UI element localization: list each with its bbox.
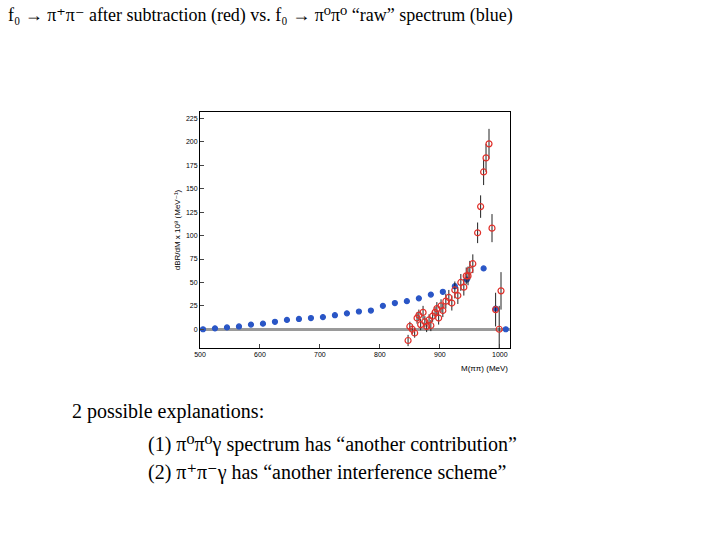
svg-text:500: 500 [194,351,206,358]
svg-text:dBR/dM x 10⁸ (MeV⁻¹): dBR/dM x 10⁸ (MeV⁻¹) [173,189,182,270]
svg-text:175: 175 [186,162,198,169]
svg-text:800: 800 [374,351,386,358]
svg-text:600: 600 [254,351,266,358]
html-text:2 possible explanations:: 2 possible explanations: [72,400,265,422]
svg-text:100: 100 [186,232,198,239]
svg-text:0: 0 [194,326,198,333]
svg-text:900: 900 [434,351,446,358]
html-text:f₀ → π⁺π⁻ after subtraction (r: f₀ → π⁺π⁻ after subtraction (red) vs. f₀… [8,5,513,25]
svg-text:25: 25 [190,302,198,309]
html-text:(2) π⁺π⁻γ has “another interfe: (2) π⁺π⁻γ has “another interference sche… [148,461,507,483]
svg-text:M(ππ) (MeV): M(ππ) (MeV) [461,364,508,373]
svg-text:125: 125 [186,209,198,216]
svg-text:75: 75 [190,255,198,262]
svg-text:225: 225 [186,115,198,122]
svg-text:200: 200 [186,138,198,145]
svg-text:50: 50 [190,279,198,286]
svg-text:1000: 1000 [492,351,508,358]
svg-text:700: 700 [314,351,326,358]
svg-text:150: 150 [186,185,198,192]
html-text:(1) π⁰π⁰γ spectrum has “anothe: (1) π⁰π⁰γ spectrum has “another contribu… [148,433,517,455]
